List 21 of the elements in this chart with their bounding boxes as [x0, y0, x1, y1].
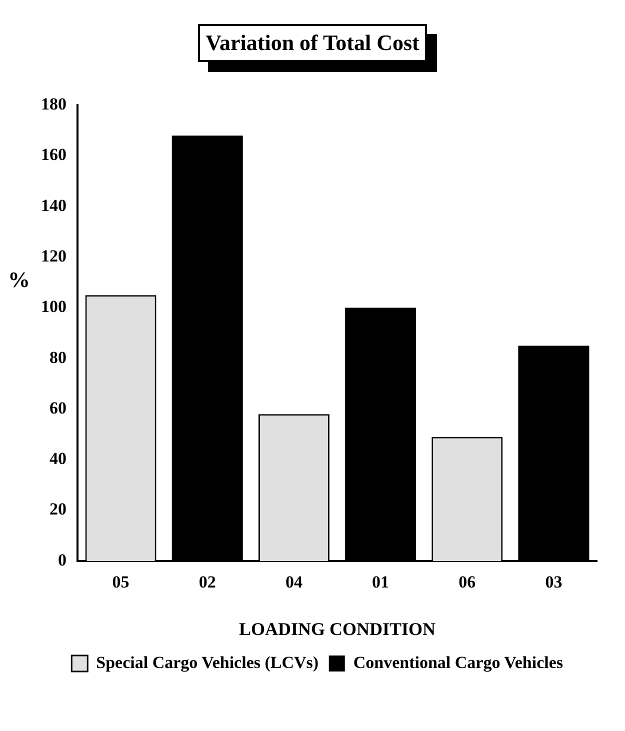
y-tick-label: 180: [41, 94, 66, 114]
y-tick-label: 120: [41, 246, 66, 266]
y-tick-label: 140: [41, 196, 66, 215]
x-axis-title: LOADING CONDITION: [238, 618, 436, 639]
y-tick-label: 20: [50, 500, 66, 519]
y-tick-label: 40: [50, 449, 66, 468]
x-tick-label: 06: [458, 572, 476, 592]
legend-label: Conventional Cargo Vehicles: [353, 652, 564, 672]
x-tick-label: 03: [545, 572, 562, 592]
x-tick-label: 02: [198, 572, 216, 592]
y-tick-label: 60: [50, 398, 66, 418]
chart-title: Variation of Total Cost: [198, 24, 428, 62]
x-tick-label: 05: [112, 572, 130, 592]
y-tick-label: 100: [41, 297, 66, 316]
y-tick-label: 0: [58, 550, 66, 570]
y-tick-label: 160: [41, 145, 66, 164]
y-tick-label: 80: [50, 348, 66, 367]
legend-label: Special Cargo Vehicles (LCVs): [96, 652, 319, 672]
x-tick-label: 04: [285, 572, 303, 592]
x-tick-label: 01: [372, 572, 390, 592]
y-axis-title: %: [8, 267, 31, 293]
